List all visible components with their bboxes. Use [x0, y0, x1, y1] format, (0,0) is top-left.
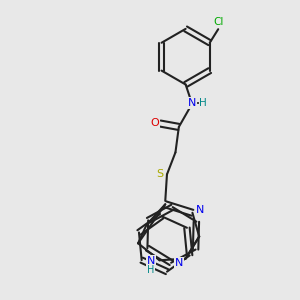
Text: H: H	[200, 98, 207, 108]
Text: N: N	[188, 98, 196, 108]
Text: O: O	[150, 118, 159, 128]
Text: H: H	[147, 265, 155, 275]
Text: Cl: Cl	[213, 17, 224, 27]
Text: N: N	[196, 205, 204, 215]
Text: N: N	[174, 258, 183, 268]
Text: S: S	[156, 169, 163, 179]
Text: N: N	[147, 256, 155, 266]
